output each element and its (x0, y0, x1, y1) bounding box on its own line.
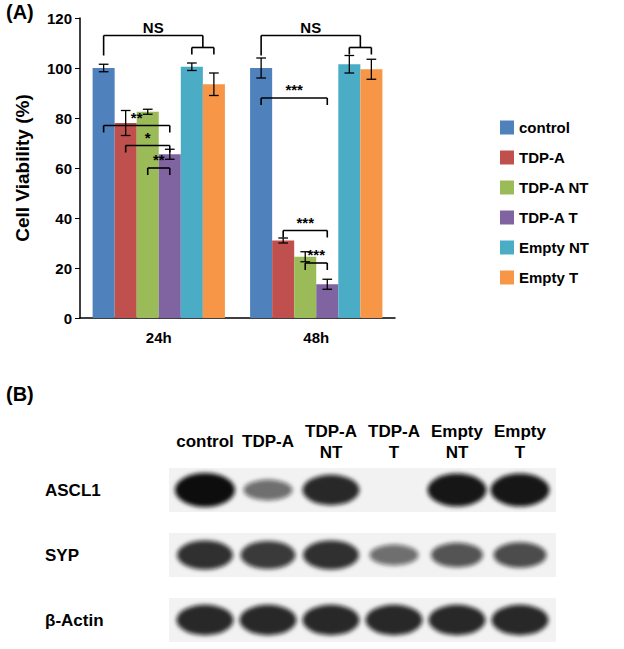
svg-text:TDP-A: TDP-A (242, 432, 294, 451)
svg-text:***: *** (296, 214, 314, 231)
svg-text:***: *** (307, 246, 325, 263)
svg-text:β-Actin: β-Actin (45, 611, 104, 630)
svg-text:80: 80 (55, 110, 72, 127)
svg-text:TDP-A T: TDP-A T (519, 209, 578, 226)
svg-text:*: * (145, 129, 151, 146)
svg-text:Empty: Empty (431, 422, 484, 441)
svg-text:20: 20 (55, 260, 72, 277)
svg-text:**: ** (153, 151, 165, 168)
svg-text:T: T (515, 443, 526, 462)
svg-text:control: control (519, 119, 570, 136)
svg-text:Empty: Empty (494, 422, 547, 441)
svg-text:TDP-A: TDP-A (519, 149, 565, 166)
svg-text:TDP-A: TDP-A (305, 422, 357, 441)
svg-text:0: 0 (64, 310, 72, 327)
svg-text:NT: NT (446, 443, 469, 462)
svg-text:120: 120 (47, 10, 72, 27)
svg-text:**: ** (131, 109, 143, 126)
svg-text:T: T (389, 443, 400, 462)
svg-text:48h: 48h (303, 329, 329, 346)
svg-text:40: 40 (55, 210, 72, 227)
svg-text:Cell Viability (%): Cell Viability (%) (12, 94, 33, 241)
svg-text:Empty T: Empty T (519, 269, 578, 286)
svg-text:Empty NT: Empty NT (519, 239, 589, 256)
svg-text:NS: NS (300, 19, 321, 36)
svg-text:100: 100 (47, 60, 72, 77)
svg-text:NT: NT (320, 443, 343, 462)
svg-text:TDP-A NT: TDP-A NT (519, 179, 588, 196)
svg-text:SYP: SYP (45, 546, 79, 565)
svg-text:TDP-A: TDP-A (368, 422, 420, 441)
svg-text:(B): (B) (6, 383, 34, 405)
svg-text:ASCL1: ASCL1 (45, 481, 101, 500)
svg-text:control: control (176, 432, 234, 451)
svg-text:NS: NS (143, 19, 164, 36)
svg-text:(A): (A) (6, 1, 34, 23)
svg-text:24h: 24h (146, 329, 172, 346)
svg-text:60: 60 (55, 160, 72, 177)
svg-text:***: *** (285, 81, 303, 98)
